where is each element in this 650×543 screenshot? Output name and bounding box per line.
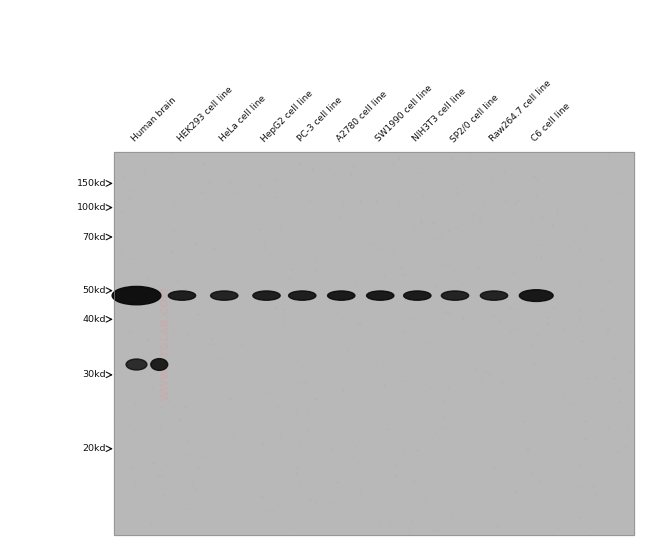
Bar [114, 152, 634, 535]
Ellipse shape [112, 287, 161, 305]
Ellipse shape [253, 291, 280, 300]
Text: 30kd: 30kd [83, 370, 106, 380]
Ellipse shape [211, 291, 238, 300]
Ellipse shape [168, 291, 196, 300]
Text: PC-3 cell line: PC-3 cell line [296, 96, 344, 144]
Text: 70kd: 70kd [83, 232, 106, 242]
Text: C6 cell line: C6 cell line [530, 102, 572, 144]
Bar [114, 152, 634, 535]
Text: Raw264.7 cell line: Raw264.7 cell line [488, 79, 552, 144]
Ellipse shape [367, 291, 394, 300]
Text: SP2/0 cell line: SP2/0 cell line [448, 92, 500, 144]
Text: HepG2 cell line: HepG2 cell line [260, 89, 315, 144]
Text: Human brain: Human brain [130, 96, 178, 144]
Ellipse shape [289, 291, 316, 300]
Text: 40kd: 40kd [83, 315, 106, 324]
Text: NIH3T3 cell line: NIH3T3 cell line [411, 87, 468, 144]
Text: HEK293 cell line: HEK293 cell line [176, 85, 234, 144]
Ellipse shape [328, 291, 355, 300]
Ellipse shape [480, 291, 508, 300]
Ellipse shape [404, 291, 431, 300]
Text: SW1990 cell line: SW1990 cell line [374, 84, 434, 144]
Text: HeLa cell line: HeLa cell line [218, 94, 267, 144]
Ellipse shape [151, 358, 168, 370]
Text: 20kd: 20kd [83, 444, 106, 453]
Text: 50kd: 50kd [83, 286, 106, 295]
Text: 100kd: 100kd [77, 203, 106, 212]
Text: A2780 cell line: A2780 cell line [335, 90, 389, 144]
Text: WWW.PTGLAB.COM: WWW.PTGLAB.COM [161, 286, 171, 401]
Ellipse shape [126, 359, 147, 370]
Ellipse shape [519, 290, 553, 301]
Text: 150kd: 150kd [77, 179, 106, 188]
Ellipse shape [441, 291, 469, 300]
